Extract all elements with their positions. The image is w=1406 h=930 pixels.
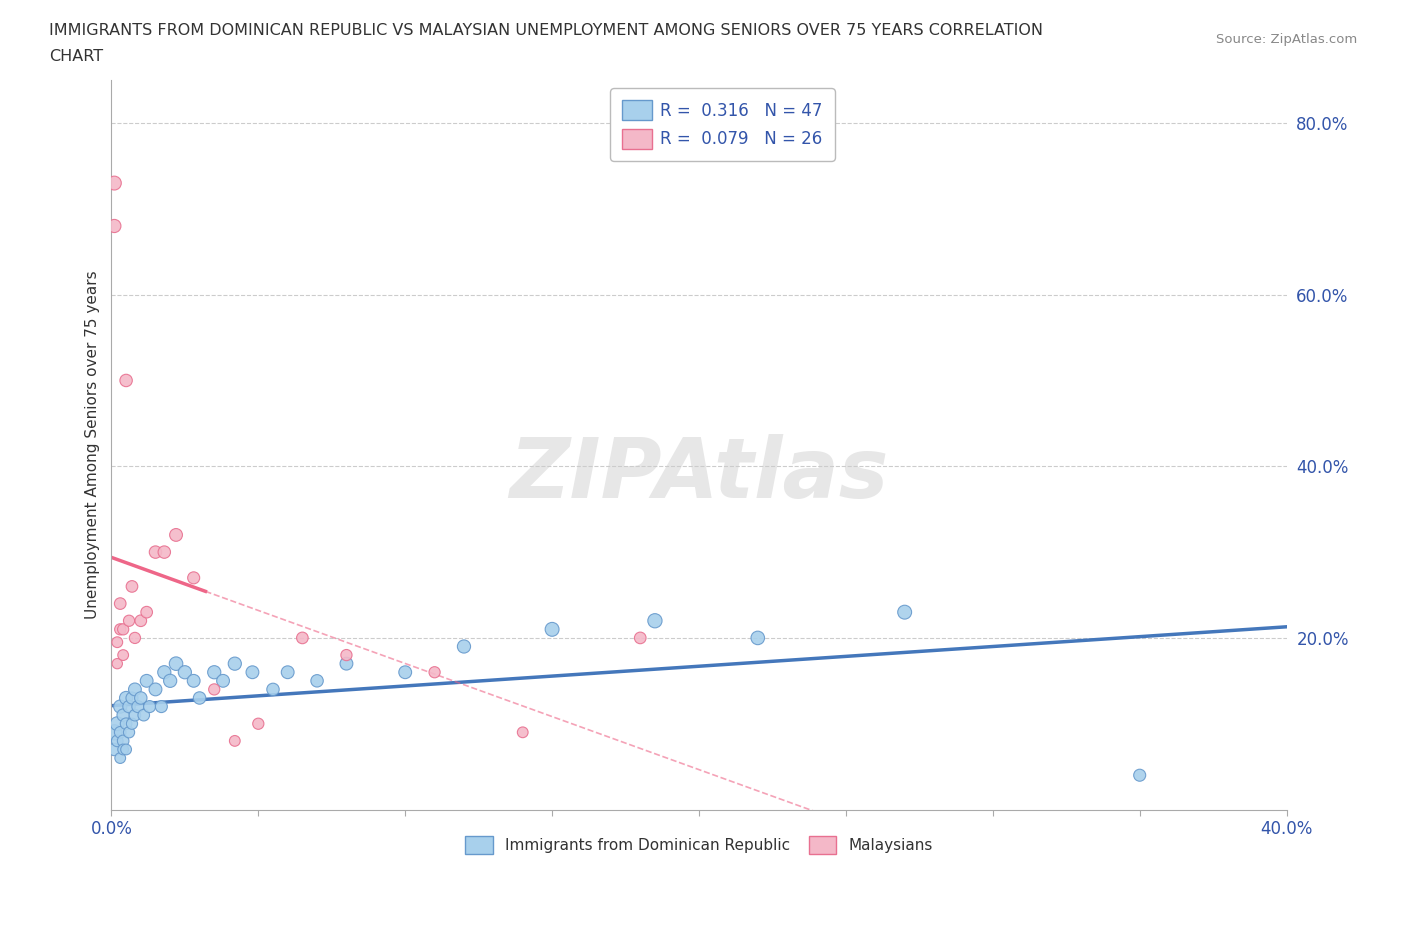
Point xyxy=(307,673,329,688)
Point xyxy=(124,682,146,697)
Point xyxy=(115,716,138,731)
Point xyxy=(105,635,128,650)
Point xyxy=(135,604,157,619)
Point xyxy=(247,716,270,731)
Point xyxy=(335,647,357,662)
Point xyxy=(124,708,146,723)
Point xyxy=(262,682,284,697)
Point xyxy=(105,716,128,731)
Point xyxy=(291,631,314,645)
Point xyxy=(103,742,125,757)
Point xyxy=(512,724,534,739)
Point xyxy=(127,699,149,714)
Point xyxy=(138,699,160,714)
Text: IMMIGRANTS FROM DOMINICAN REPUBLIC VS MALAYSIAN UNEMPLOYMENT AMONG SENIORS OVER : IMMIGRANTS FROM DOMINICAN REPUBLIC VS MA… xyxy=(49,23,1043,38)
Point xyxy=(118,724,141,739)
Point xyxy=(165,527,187,542)
Text: CHART: CHART xyxy=(49,49,103,64)
Point xyxy=(335,657,357,671)
Point xyxy=(115,373,138,388)
Point xyxy=(644,613,666,628)
Point xyxy=(224,734,246,749)
Point xyxy=(121,691,143,706)
Text: Source: ZipAtlas.com: Source: ZipAtlas.com xyxy=(1216,33,1357,46)
Point xyxy=(153,545,176,560)
Point xyxy=(112,742,135,757)
Point xyxy=(118,699,141,714)
Point xyxy=(110,622,132,637)
Point xyxy=(115,742,138,757)
Point xyxy=(112,647,135,662)
Point xyxy=(1129,768,1152,783)
Point xyxy=(110,724,132,739)
Point xyxy=(129,691,152,706)
Point xyxy=(103,176,125,191)
Point xyxy=(394,665,416,680)
Point xyxy=(188,691,211,706)
Point xyxy=(135,673,157,688)
Point xyxy=(893,604,915,619)
Point xyxy=(124,631,146,645)
Point xyxy=(183,673,205,688)
Point xyxy=(453,639,475,654)
Point xyxy=(110,751,132,765)
Point xyxy=(159,673,181,688)
Point xyxy=(121,579,143,594)
Point xyxy=(202,682,225,697)
Point xyxy=(121,716,143,731)
Point xyxy=(110,699,132,714)
Point xyxy=(165,657,187,671)
Point xyxy=(105,734,128,749)
Point xyxy=(112,734,135,749)
Legend: Immigrants from Dominican Republic, Malaysians: Immigrants from Dominican Republic, Mala… xyxy=(460,830,939,860)
Point xyxy=(112,708,135,723)
Point xyxy=(202,665,225,680)
Text: ZIPAtlas: ZIPAtlas xyxy=(509,433,889,514)
Y-axis label: Unemployment Among Seniors over 75 years: Unemployment Among Seniors over 75 years xyxy=(86,271,100,619)
Point xyxy=(145,682,167,697)
Point xyxy=(129,613,152,628)
Point xyxy=(423,665,446,680)
Point xyxy=(212,673,235,688)
Point xyxy=(541,622,564,637)
Point xyxy=(242,665,264,680)
Point xyxy=(103,219,125,233)
Point xyxy=(747,631,769,645)
Point xyxy=(145,545,167,560)
Point xyxy=(110,596,132,611)
Point xyxy=(150,699,173,714)
Point xyxy=(173,665,195,680)
Point xyxy=(105,657,128,671)
Point xyxy=(132,708,155,723)
Point xyxy=(112,622,135,637)
Point xyxy=(103,724,125,739)
Point xyxy=(628,631,651,645)
Point xyxy=(224,657,246,671)
Point xyxy=(118,613,141,628)
Point xyxy=(183,570,205,585)
Point xyxy=(115,691,138,706)
Point xyxy=(153,665,176,680)
Point xyxy=(277,665,299,680)
